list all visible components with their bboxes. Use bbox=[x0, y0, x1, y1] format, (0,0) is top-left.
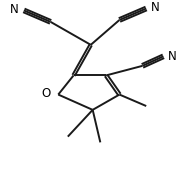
Text: N: N bbox=[168, 50, 177, 63]
Text: N: N bbox=[10, 3, 19, 16]
Text: O: O bbox=[41, 87, 51, 100]
Text: N: N bbox=[151, 1, 160, 14]
